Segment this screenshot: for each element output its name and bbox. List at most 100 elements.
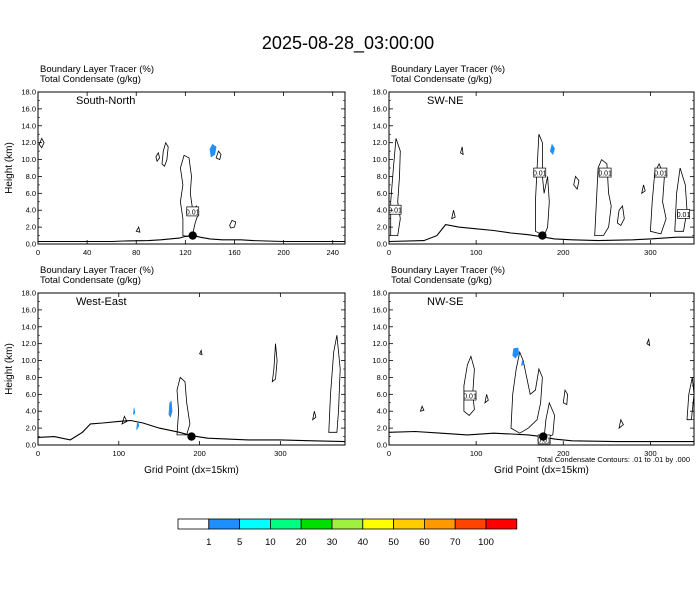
legend-swatch	[485, 518, 518, 530]
y-tick-label: 14.0	[21, 121, 36, 130]
condensate-contour	[646, 337, 651, 347]
condensate-contour	[155, 151, 161, 163]
y-tick-label: 12.0	[21, 339, 36, 348]
y-tick-label: 16.0	[21, 104, 36, 113]
tracer-area	[136, 421, 140, 431]
contour-label: 0.01	[537, 437, 551, 444]
legend-swatch	[454, 518, 487, 530]
panel-4: Boundary Layer Tracer (%)Total Condensat…	[372, 265, 695, 476]
condensate-contour	[594, 158, 612, 237]
x-tick-label: 300	[274, 449, 287, 458]
legend-swatch	[239, 518, 271, 530]
contour-label: 0.01	[654, 171, 668, 178]
panel-1: Boundary Layer Tracer (%)Total Condensat…	[4, 64, 346, 257]
y-tick-label: 10.0	[372, 356, 387, 365]
x-tick-label: 40	[83, 248, 91, 257]
x-tick-label: 100	[470, 248, 483, 257]
contour-label-box	[186, 206, 200, 217]
panel-title: West-East	[76, 296, 127, 308]
y-tick-label: 10.0	[21, 356, 36, 365]
tracer-area	[209, 144, 217, 158]
panel-header-2: Total Condensate (g/kg)	[40, 275, 141, 286]
y-axis-label: Height (km)	[4, 343, 15, 395]
condensate-contour	[390, 138, 401, 237]
legend-swatch	[208, 518, 241, 530]
panel-header-1: Boundary Layer Tracer (%)	[391, 64, 505, 75]
contour-label-box	[654, 167, 668, 178]
legend-swatch	[423, 518, 456, 530]
contour-label: 0.01	[463, 394, 477, 401]
condensate-contour	[510, 350, 543, 434]
location-marker	[538, 231, 547, 240]
panel-title: SW-NE	[427, 95, 463, 107]
condensate-contour	[616, 205, 625, 226]
condensate-contour	[419, 405, 425, 412]
x-tick-label: 100	[113, 449, 126, 458]
y-tick-label: 12.0	[21, 138, 36, 147]
plot-area	[38, 335, 345, 443]
y-tick-label: 6.0	[26, 390, 36, 399]
y-tick-label: 16.0	[372, 104, 387, 113]
condensate-contour	[176, 376, 191, 436]
x-tick-label: 300	[644, 449, 657, 458]
legend-swatch	[331, 518, 364, 530]
condensate-contour	[484, 394, 489, 404]
y-tick-label: 0.0	[26, 240, 36, 249]
x-tick-label: 240	[326, 248, 339, 257]
tracer-area	[521, 360, 525, 366]
contour-label: 0.01	[598, 171, 612, 178]
y-tick-label: 16.0	[21, 305, 36, 314]
contour-label: 0.01	[677, 212, 691, 219]
y-tick-label: 4.0	[377, 407, 387, 416]
plot-area: 0.01 0.01 0.01 0.01 0.01	[388, 134, 694, 243]
contour-label: 0.01	[388, 208, 402, 215]
main-title: 2025-08-28_03:00:00	[262, 33, 434, 54]
terrain-line	[38, 419, 345, 443]
x-tick-label: 0	[36, 449, 40, 458]
panel-header-1: Boundary Layer Tracer (%)	[40, 64, 154, 75]
condensate-contour	[543, 401, 556, 439]
condensate-contour	[328, 335, 341, 433]
plot-frame	[37, 91, 346, 245]
y-tick-label: 0.0	[377, 240, 387, 249]
y-tick-label: 4.0	[377, 206, 387, 215]
terrain-line	[389, 223, 694, 243]
condensate-contour	[161, 141, 169, 168]
x-tick-label: 200	[277, 248, 290, 257]
condensate-contour	[674, 167, 688, 232]
panel-header-1: Boundary Layer Tracer (%)	[391, 265, 505, 276]
y-tick-label: 0.0	[377, 441, 387, 450]
legend-label: 1	[206, 537, 211, 548]
color-legend: 1 5 10 20 30 40 50 60 70 100	[177, 518, 518, 548]
plot-area: 0.01	[38, 137, 345, 243]
location-marker	[187, 432, 196, 441]
y-tick-label: 18.0	[372, 289, 387, 298]
legend-swatch	[362, 518, 394, 530]
x-tick-label: 0	[36, 248, 40, 257]
panel-title: NW-SE	[427, 296, 463, 308]
legend-swatch	[393, 518, 425, 530]
x-tick-label: 200	[193, 449, 206, 458]
contour-label-box	[598, 167, 612, 178]
condensate-contour	[121, 415, 128, 425]
x-tick-label: 0	[387, 248, 391, 257]
y-tick-label: 2.0	[26, 424, 36, 433]
legend-swatch	[300, 518, 333, 530]
legend-label: 100	[478, 537, 494, 548]
condensate-contour	[215, 150, 222, 161]
condensate-contour	[229, 219, 237, 229]
contour-label: 0.01	[533, 171, 547, 178]
y-tick-label: 0.0	[26, 441, 36, 450]
y-tick-label: 10.0	[372, 155, 387, 164]
condensate-contour	[179, 154, 200, 237]
x-tick-label: 80	[132, 248, 140, 257]
y-tick-label: 12.0	[372, 138, 387, 147]
x-tick-label: 200	[557, 248, 570, 257]
y-tick-label: 18.0	[372, 88, 387, 97]
y-tick-label: 2.0	[377, 424, 387, 433]
y-tick-label: 4.0	[26, 407, 36, 416]
y-tick-label: 8.0	[26, 172, 36, 181]
location-marker	[188, 231, 197, 240]
tracer-area	[168, 400, 173, 418]
y-tick-label: 16.0	[372, 305, 387, 314]
